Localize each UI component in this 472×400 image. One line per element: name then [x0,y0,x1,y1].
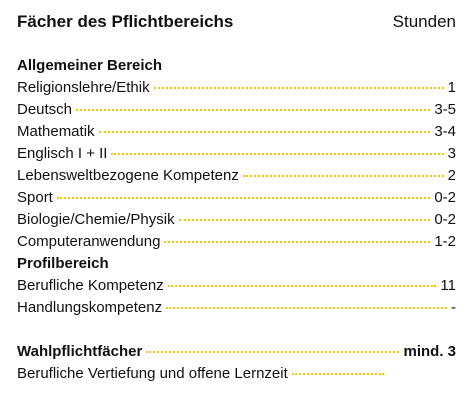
spacer [17,33,456,55]
leader [111,153,444,155]
leader [242,175,444,177]
subject-row: Englisch I + II 3 [17,143,456,165]
hours: 11 [440,277,456,294]
elective-row: Berufliche Vertiefung und offene Lernzei… [17,363,456,385]
subject-row: Berufliche Kompetenz 11 [17,275,456,297]
subject: Deutsch [17,101,73,118]
leader [98,131,431,133]
subject: Berufliche Kompetenz [17,277,164,294]
elective-title: Wahlpflichtfächer mind. 3 [17,341,456,363]
subject: Mathematik [17,123,95,140]
subject: Englisch I + II [17,145,108,162]
hours: 2 [447,167,456,184]
hours: 3-5 [434,101,456,118]
hours: 1-2 [434,233,456,250]
subject: Religionslehre/Ethik [17,79,150,96]
section-title: Profilbereich [17,253,456,275]
section-title: Allgemeiner Bereich [17,55,456,77]
leader [166,307,447,309]
elective-hours: mind. 3 [403,343,456,360]
subject-row: Biologie/Chemie/Physik 0-2 [17,209,456,231]
header: Fächer des Pflichtbereichs Stunden [17,11,456,33]
header-title: Fächer des Pflichtbereichs [17,12,234,31]
subject: Sport [17,189,53,206]
header-hours: Stunden [392,12,456,31]
leader [164,241,431,243]
hours: 0-2 [434,189,456,206]
subject-row: Lebensweltbezogene Kompetenz 2 [17,165,456,187]
hours: 1 [447,79,456,96]
spacer [17,319,456,341]
subject-row: Sport 0-2 [17,187,456,209]
subject: Berufliche Vertiefung und offene Lernzei… [17,365,288,382]
subject: Computeranwendung [17,233,161,250]
subject-row: Mathematik 3-4 [17,121,456,143]
section-title-text: Profilbereich [17,255,109,272]
hours: 3-4 [434,123,456,140]
hours: 0-2 [434,211,456,228]
leader [167,285,437,287]
hours: - [451,299,456,316]
subject-row: Religionslehre/Ethik 1 [17,77,456,99]
hours: 3 [447,145,456,162]
section-title-text: Allgemeiner Bereich [17,57,163,74]
leader [56,197,431,199]
subject: Biologie/Chemie/Physik [17,211,175,228]
leader [76,109,431,111]
subject: Handlungskompetenz [17,299,163,316]
elective-name: Wahlpflichtfächer [17,343,143,360]
leader [178,219,431,221]
subject: Lebensweltbezogene Kompetenz [17,167,239,184]
subject-row: Computeranwendung 1-2 [17,231,456,253]
subject-row: Deutsch 3-5 [17,99,456,121]
leader [146,351,400,353]
subject-row: Handlungskompetenz - [17,297,456,319]
leader [291,373,384,375]
leader [153,87,444,89]
